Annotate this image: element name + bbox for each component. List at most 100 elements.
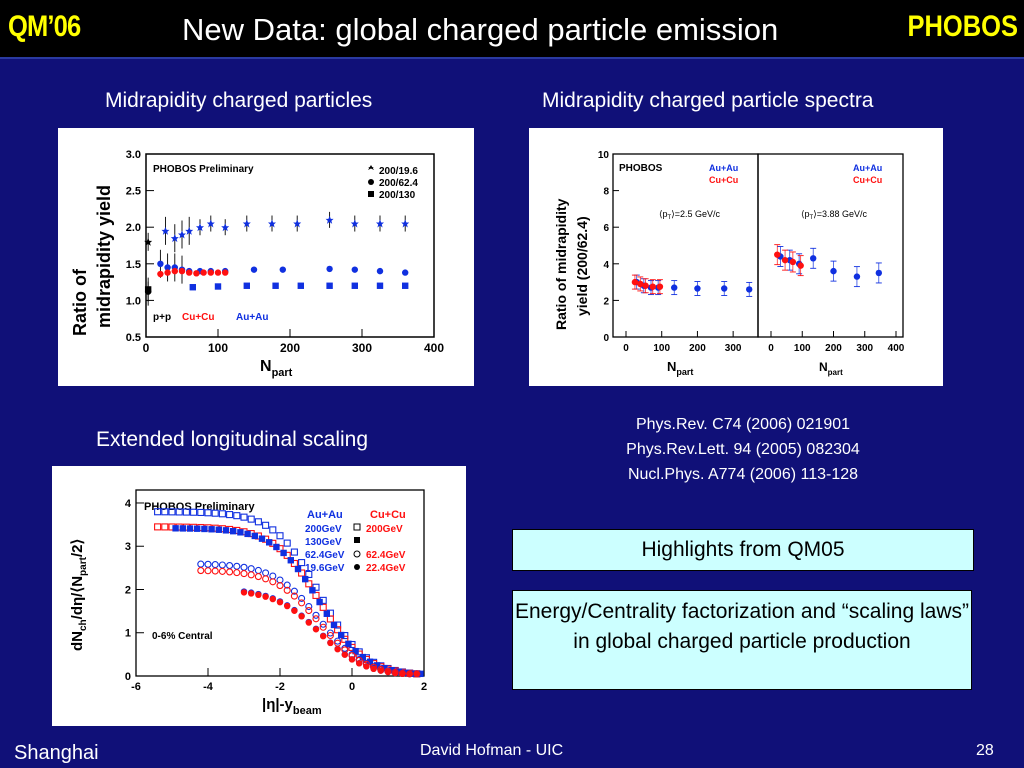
data-point <box>384 668 392 676</box>
data-point <box>352 647 359 655</box>
data-point <box>377 667 384 674</box>
legend-circle-icon <box>368 179 374 185</box>
data-point <box>309 587 316 594</box>
phobos-logo: PHOBOS <box>907 10 1018 43</box>
data-point <box>218 510 226 518</box>
ylabel: dNch/dη/⟨Npart/2⟩ <box>69 539 89 651</box>
legend-au-19: 19.6GeV <box>305 563 345 574</box>
data-point <box>287 557 294 564</box>
x-tick-label: 100 <box>794 343 811 354</box>
x-tick-label: 200 <box>825 343 842 354</box>
xlabel-left: Npart <box>667 359 693 377</box>
data-point <box>230 527 237 535</box>
data-point <box>330 621 338 629</box>
data-point <box>789 258 797 266</box>
y-tick-label: 8 <box>603 187 609 198</box>
data-point <box>376 282 384 289</box>
data-point <box>218 561 226 569</box>
data-point <box>395 668 402 675</box>
data-point <box>305 606 313 615</box>
y-tick-label: 2 <box>603 296 609 307</box>
data-point <box>250 266 258 273</box>
legend-filled-circle-icon <box>354 564 360 570</box>
data-point <box>350 219 359 228</box>
legend-au-62: 62.4GeV <box>305 550 345 561</box>
data-point <box>305 602 313 611</box>
data-point <box>290 548 298 556</box>
data-point <box>269 526 277 534</box>
data-point <box>356 660 363 667</box>
data-point <box>254 573 262 581</box>
spectra-chart: Ratio of midrapidity yield (200/62.4) PH… <box>553 150 905 377</box>
data-point <box>305 580 313 588</box>
data-point <box>323 610 330 617</box>
data-point <box>204 567 212 575</box>
data-point <box>240 570 248 578</box>
data-point <box>325 215 334 224</box>
data-point <box>348 656 356 663</box>
legend-cu-200: 200GeV <box>366 524 403 535</box>
data-point <box>327 639 334 647</box>
data-point <box>161 523 169 531</box>
data-point <box>341 635 349 643</box>
caption-longitudinal: Extended longitudinal scaling <box>96 428 369 451</box>
data-point <box>276 532 284 540</box>
data-point <box>334 626 342 634</box>
data-point <box>211 561 219 569</box>
data-point <box>319 623 327 631</box>
data-point <box>351 266 358 273</box>
data-point <box>283 586 291 594</box>
data-point <box>298 569 306 577</box>
data-point <box>211 509 219 517</box>
data-point <box>171 267 178 275</box>
data-point <box>388 667 395 674</box>
y-tick-label: 0 <box>125 671 131 683</box>
title-divider <box>0 57 1024 59</box>
factorization-box: Energy/Centrality factorization and “sca… <box>512 590 972 690</box>
footer-page-number: 28 <box>976 742 994 759</box>
x-tick-label: 200 <box>280 341 300 355</box>
ylabel-line2: midrapidity yield <box>94 185 114 328</box>
data-point <box>291 607 298 614</box>
data-point <box>154 523 162 531</box>
data-point <box>247 571 255 579</box>
data-point <box>305 619 312 626</box>
data-point <box>366 658 374 665</box>
ylabel-line1: Ratio of <box>70 268 90 336</box>
data-point <box>237 529 244 536</box>
reference-1: Phys.Rev. C74 (2006) 021901 <box>635 416 851 433</box>
data-point <box>320 632 327 640</box>
data-point <box>302 575 309 583</box>
data-point <box>218 567 226 575</box>
y-tick-label: 10 <box>598 150 610 161</box>
x-tick-label: 400 <box>424 341 444 355</box>
data-point <box>222 269 229 276</box>
data-point <box>312 626 320 633</box>
panel-midrapidity: PHOBOS Preliminary Ratio of midrapidity … <box>58 128 474 386</box>
data-point <box>255 591 262 599</box>
data-point <box>279 266 286 273</box>
x-tick-label: 2 <box>421 681 427 693</box>
data-point <box>392 669 399 677</box>
data-point <box>374 662 381 669</box>
data-point <box>402 282 409 289</box>
data-point <box>254 518 262 526</box>
data-point <box>334 637 342 645</box>
data-point <box>193 270 200 277</box>
data-point <box>326 631 334 640</box>
data-point <box>214 269 222 276</box>
data-point <box>694 285 701 292</box>
data-point <box>214 283 222 290</box>
y-tick-label: 2.0 <box>126 222 141 234</box>
data-point <box>196 223 204 232</box>
x-tick-label: 0 <box>768 343 774 354</box>
data-point <box>154 508 162 516</box>
data-point <box>186 525 194 532</box>
x-tick-label: 100 <box>653 343 670 354</box>
data-point <box>170 234 179 243</box>
data-point <box>262 575 270 583</box>
legend-au-200: 200GeV <box>305 524 342 535</box>
data-point <box>290 592 298 600</box>
data-point <box>226 562 234 570</box>
panel-longitudinal: PHOBOS Preliminary dNch/dη/⟨Npart/2⟩ |η|… <box>52 466 466 726</box>
